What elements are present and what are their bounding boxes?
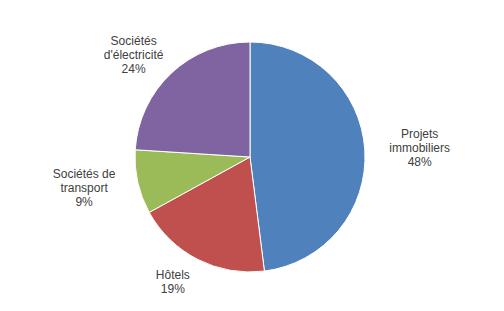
svg-text:Hôtels19%: Hôtels19% <box>156 268 190 296</box>
svg-text:Projetsimmobiliers48%: Projetsimmobiliers48% <box>389 127 450 169</box>
svg-text:Sociétésd'électricité24%: Sociétésd'électricité24% <box>104 34 164 76</box>
svg-text:Sociétés detransport9%: Sociétés detransport9% <box>53 167 116 209</box>
